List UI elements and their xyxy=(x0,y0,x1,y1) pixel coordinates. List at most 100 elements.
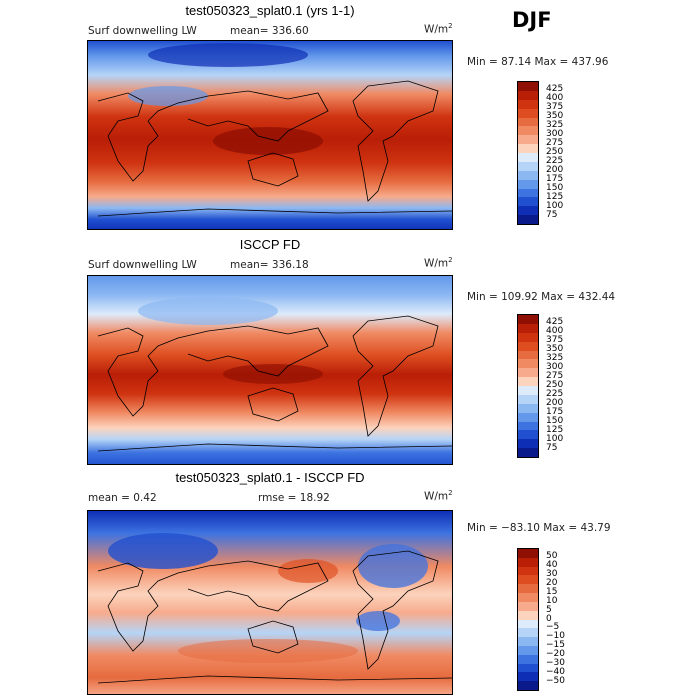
colorbar-tick-label: 375 xyxy=(546,335,564,345)
colorbar-swatch xyxy=(518,350,538,360)
colorbar-swatch xyxy=(518,566,538,576)
colorbar-tick-label: 75 xyxy=(546,210,558,220)
panel2-cold-north xyxy=(138,297,278,325)
colorbar-tick-label: 275 xyxy=(546,371,564,381)
colorbar-tick-label: −5 xyxy=(546,622,560,633)
colorbar-swatch xyxy=(518,549,538,558)
colorbar-swatch xyxy=(518,439,538,449)
colorbar-tick-label: 250 xyxy=(546,147,564,157)
panel1-minmax: Min = 87.14 Max = 437.96 xyxy=(467,56,609,68)
panel3-pos-southern xyxy=(178,639,358,663)
panel2-units: W/m2 xyxy=(424,256,453,270)
colorbar-swatch xyxy=(518,663,538,673)
colorbar-tick-label: 400 xyxy=(546,326,564,336)
panel3-coastlines xyxy=(97,550,452,684)
colorbar-tick-label: 75 xyxy=(546,443,558,453)
colorbar-tick-label: 200 xyxy=(546,398,564,408)
colorbar-tick-label: −15 xyxy=(546,640,565,651)
colorbar-tick-label: −40 xyxy=(546,667,565,678)
colorbar-tick-label: 425 xyxy=(546,317,564,327)
colorbar-tick-label: 200 xyxy=(546,165,564,175)
colorbar-swatch xyxy=(518,645,538,655)
panel1-colorbar xyxy=(517,81,539,225)
panel3-title: test050323_splat0.1 - ISCCP FD xyxy=(175,470,365,485)
colorbar-swatch xyxy=(518,153,538,162)
colorbar-swatch xyxy=(518,323,538,333)
panel3-mean-label: mean = 0.42 xyxy=(88,492,157,504)
panel3-units: W/m2 xyxy=(424,489,453,503)
colorbar-tick-label: 225 xyxy=(546,389,564,399)
colorbar-tick-label: −50 xyxy=(546,676,565,687)
colorbar-swatch xyxy=(518,430,538,440)
colorbar-swatch xyxy=(518,161,538,171)
colorbar-swatch xyxy=(518,628,538,638)
panel3-colorbar xyxy=(517,548,539,691)
colorbar-tick-label: 425 xyxy=(546,84,564,94)
colorbar-swatch xyxy=(518,386,538,395)
colorbar-tick-label: 20 xyxy=(546,577,558,588)
colorbar-tick-label: 100 xyxy=(546,201,564,211)
colorbar-tick-label: −30 xyxy=(546,658,565,669)
colorbar-swatch xyxy=(518,412,538,422)
colorbar-tick-label: 0 xyxy=(546,613,552,624)
colorbar-tick-label: 250 xyxy=(546,380,564,390)
colorbar-swatch xyxy=(518,82,538,91)
colorbar-swatch xyxy=(518,619,538,629)
colorbar-swatch xyxy=(518,332,538,342)
colorbar-tick-label: 300 xyxy=(546,129,564,139)
colorbar-swatch xyxy=(518,179,538,189)
colorbar-tick-label: 10 xyxy=(546,595,558,606)
panel1-field-label: Surf downwelling LW xyxy=(88,25,197,37)
colorbar-tick-label: 325 xyxy=(546,353,564,363)
colorbar-swatch xyxy=(518,421,538,431)
colorbar-swatch xyxy=(518,637,538,646)
colorbar-tick-label: 175 xyxy=(546,407,564,417)
colorbar-swatch xyxy=(518,610,538,620)
colorbar-swatch xyxy=(518,377,538,386)
colorbar-swatch xyxy=(518,144,538,153)
panel2-minmax: Min = 109.92 Max = 432.44 xyxy=(467,291,616,303)
colorbar-tick-label: 100 xyxy=(546,434,564,444)
colorbar-tick-label: 325 xyxy=(546,120,564,130)
panel1-coastlines xyxy=(97,80,452,217)
colorbar-swatch xyxy=(518,215,538,224)
colorbar-swatch xyxy=(518,315,538,324)
panel2-coastlines xyxy=(97,315,452,452)
panel3-minmax: Min = −83.10 Max = 43.79 xyxy=(467,522,611,534)
colorbar-swatch xyxy=(518,90,538,100)
colorbar-swatch xyxy=(518,188,538,198)
colorbar-tick-label: 400 xyxy=(546,93,564,103)
panel1-units: W/m2 xyxy=(424,22,453,36)
colorbar-tick-label: −10 xyxy=(546,631,565,642)
colorbar-tick-label: 275 xyxy=(546,138,564,148)
colorbar-tick-label: 30 xyxy=(546,568,558,579)
colorbar-swatch xyxy=(518,206,538,216)
panel3-neg-samerica xyxy=(356,611,400,631)
colorbar-swatch xyxy=(518,575,538,585)
colorbar-tick-label: 50 xyxy=(546,550,558,561)
colorbar-swatch xyxy=(518,117,538,127)
colorbar-swatch xyxy=(518,394,538,404)
colorbar-swatch xyxy=(518,584,538,594)
colorbar-tick-label: 150 xyxy=(546,183,564,193)
panel1-title: test050323_splat0.1 (yrs 1-1) xyxy=(185,3,355,18)
panel1-mean-label: mean= 336.60 xyxy=(230,25,309,37)
colorbar-tick-label: 125 xyxy=(546,192,564,202)
panel2-mean-label: mean= 336.18 xyxy=(230,259,309,271)
colorbar-tick-label: −20 xyxy=(546,649,565,660)
colorbar-swatch xyxy=(518,593,538,602)
panel3-pos-atlantic xyxy=(278,559,338,583)
colorbar-swatch xyxy=(518,601,538,611)
colorbar-swatch xyxy=(518,170,538,180)
colorbar-swatch xyxy=(518,672,538,682)
colorbar-tick-label: 375 xyxy=(546,102,564,112)
colorbar-swatch xyxy=(518,197,538,207)
colorbar-swatch xyxy=(518,359,538,369)
colorbar-tick-label: 15 xyxy=(546,586,558,597)
colorbar-swatch xyxy=(518,126,538,136)
panel2-field-label: Surf downwelling LW xyxy=(88,259,197,271)
panel3-neg-siberia xyxy=(108,533,218,569)
colorbar-swatch xyxy=(518,99,538,109)
colorbar-tick-label: 175 xyxy=(546,174,564,184)
panel3-neg-northam xyxy=(358,544,428,588)
